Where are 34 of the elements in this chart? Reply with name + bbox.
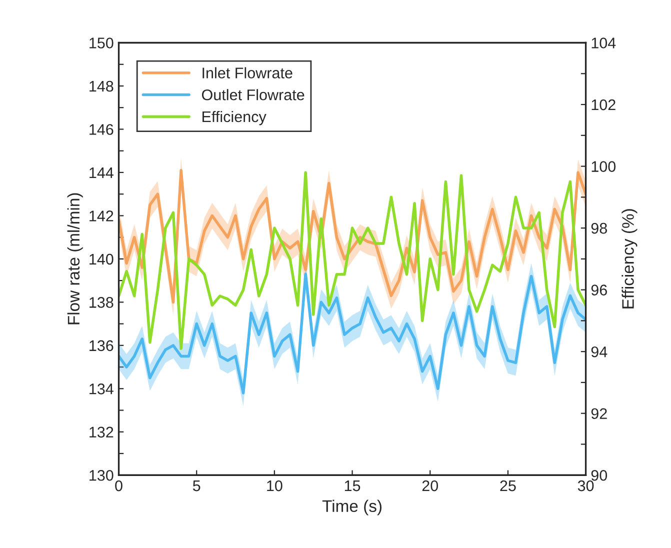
y2-tick-label: 104 xyxy=(592,38,616,48)
y2-tick-label: 98 xyxy=(591,222,607,234)
y2-tick-label: 92 xyxy=(591,408,607,420)
y2-axis-title: Efficiency (%) xyxy=(622,209,638,308)
y-tick-label: 136 xyxy=(90,340,114,352)
x-tick-label: 0 xyxy=(115,480,122,492)
y-tick-label: 132 xyxy=(90,426,114,438)
x-tick-label: 20 xyxy=(422,480,438,492)
y-tick-label: 134 xyxy=(90,384,114,394)
y-tick-label: 130 xyxy=(90,470,114,481)
y-tick-label: 144 xyxy=(90,167,114,178)
legend-label: Outlet Flowrate xyxy=(202,89,304,100)
y-axis-title: Flow rate (ml/min) xyxy=(67,193,83,324)
y2-tick-label: 96 xyxy=(591,284,607,296)
x-tick-label: 25 xyxy=(500,480,516,492)
line-series xyxy=(118,272,586,394)
legend-label: Efficiency xyxy=(202,110,266,126)
x-axis-title: Time (s) xyxy=(322,500,382,516)
x-tick-label: 10 xyxy=(267,480,282,492)
y2-tick-label: 100 xyxy=(592,161,616,172)
y-tick-label: 142 xyxy=(90,210,114,222)
line-series xyxy=(118,171,586,350)
x-tick-label: 5 xyxy=(192,480,200,492)
legend-label: Inlet Flowrate xyxy=(202,67,292,78)
y-tick-label: 148 xyxy=(90,80,114,92)
y2-tick-label: 94 xyxy=(591,346,608,358)
y-tick-label: 150 xyxy=(90,38,114,48)
y-tick-label: 140 xyxy=(90,254,114,265)
x-tick-label: 30 xyxy=(578,480,594,492)
y-tick-label: 146 xyxy=(90,124,114,135)
y2-tick-label: 102 xyxy=(592,99,616,110)
x-tick-label: 15 xyxy=(344,480,360,492)
y2-tick-label: 90 xyxy=(591,470,608,481)
y-tick-label: 138 xyxy=(90,297,114,308)
